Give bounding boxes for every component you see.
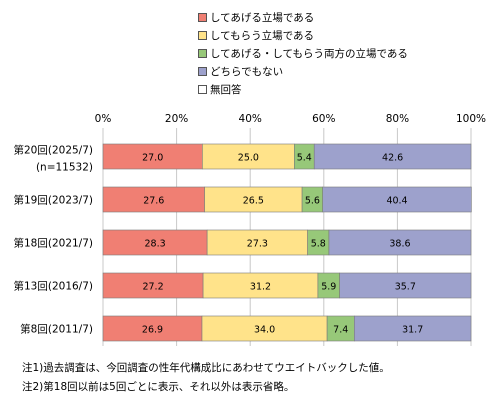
legend-item: 無回答 — [198, 80, 408, 98]
bar-segment — [102, 315, 203, 342]
legend-item: してあげる・してもらう両方の立場である — [198, 44, 408, 62]
data-label: 31.7 — [402, 325, 423, 336]
x-tick-label: 20% — [165, 113, 188, 125]
bar-segment — [322, 186, 472, 213]
category-label: 第18回(2021/7) — [14, 237, 94, 250]
category-label: 第19回(2023/7) — [14, 194, 94, 207]
data-label: 42.6 — [382, 153, 403, 164]
x-tick-label: 40% — [239, 113, 262, 125]
bar-segment — [202, 272, 319, 299]
data-label: 26.9 — [142, 325, 163, 336]
bar-segment — [102, 143, 203, 170]
legend-swatch — [198, 12, 207, 22]
legend-swatch — [198, 48, 207, 58]
bar-segment — [206, 229, 308, 256]
data-label: 26.5 — [243, 196, 264, 207]
data-label: 5.8 — [311, 239, 326, 250]
data-label: 7.4 — [333, 325, 348, 336]
data-label: 5.6 — [305, 196, 320, 207]
bar-segment — [102, 229, 208, 256]
category-label: 第8回(2011/7) — [20, 323, 93, 336]
legend-label: してあげる・してもらう両方の立場である — [210, 47, 408, 60]
legend-item: してもらう立場である — [198, 26, 408, 44]
legend-label: どちらでもない — [210, 65, 284, 78]
bar-segment — [102, 186, 205, 213]
data-label: 40.4 — [386, 196, 407, 207]
chart-notes: 注1)過去調査は、今回調査の性年代構成比にあわせてウエイトバックした値。 注2)… — [22, 359, 390, 397]
x-tick-label: 0% — [95, 113, 112, 125]
data-label: 35.7 — [395, 282, 416, 293]
data-label: 38.6 — [389, 239, 410, 250]
x-tick-label: 100% — [456, 113, 486, 125]
category-label: 第20回(2025/7) — [14, 144, 94, 157]
bar-segment — [339, 272, 472, 299]
category-label: 第13回(2016/7) — [14, 280, 94, 293]
data-label: 5.4 — [297, 153, 312, 164]
legend-swatch — [198, 84, 207, 94]
bar-segment — [204, 186, 303, 213]
legend-item: してあげる立場である — [198, 8, 408, 26]
bar-segment — [102, 272, 204, 299]
legend-label: してあげる立場である — [210, 11, 315, 24]
data-label: 27.3 — [247, 239, 268, 250]
legend-swatch — [198, 30, 207, 40]
data-label: 34.0 — [254, 325, 275, 336]
bar-segment — [201, 315, 328, 342]
legend: してあげる立場である してもらう立場である してあげる・してもらう両方の立場であ… — [198, 8, 408, 98]
legend-label: してもらう立場である — [210, 29, 315, 42]
x-tick-label: 60% — [312, 113, 335, 125]
data-label: 28.3 — [144, 239, 165, 250]
data-label: 27.0 — [142, 153, 163, 164]
bar-segment — [313, 143, 472, 170]
bar-segment — [328, 229, 472, 256]
note: 注1)過去調査は、今回調査の性年代構成比にあわせてウエイトバックした値。 — [22, 362, 390, 374]
data-label: 27.2 — [142, 282, 163, 293]
note: 注2)第18回以前は5回ごとに表示、それ以外は表示省略。 — [22, 381, 295, 393]
data-label: 27.6 — [143, 196, 164, 207]
data-label: 25.0 — [238, 153, 259, 164]
bar-segment — [354, 315, 472, 342]
legend-item: どちらでもない — [198, 62, 408, 80]
legend-swatch — [198, 66, 207, 76]
x-tick-label: 80% — [386, 113, 409, 125]
legend-label: 無回答 — [210, 83, 242, 96]
category-sublabel: (n=11532) — [36, 162, 93, 174]
data-label: 5.9 — [321, 282, 336, 293]
bar-segment — [326, 315, 355, 342]
data-label: 31.2 — [250, 282, 271, 293]
